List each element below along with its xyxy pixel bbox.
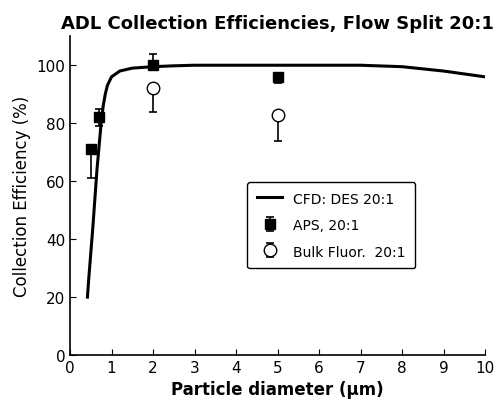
CFD: DES 20:1: (0.45, 26): DES 20:1: (0.45, 26) — [86, 278, 91, 282]
CFD: DES 20:1: (1.5, 99): DES 20:1: (1.5, 99) — [129, 66, 135, 71]
CFD: DES 20:1: (0.6, 54): DES 20:1: (0.6, 54) — [92, 197, 98, 202]
Title: ADL Collection Efficiencies, Flow Split 20:1: ADL Collection Efficiencies, Flow Split … — [61, 15, 494, 33]
CFD: DES 20:1: (0.85, 90): DES 20:1: (0.85, 90) — [102, 93, 108, 97]
X-axis label: Particle diameter (μm): Particle diameter (μm) — [171, 380, 384, 399]
CFD: DES 20:1: (6, 100): DES 20:1: (6, 100) — [316, 64, 322, 69]
CFD: DES 20:1: (3, 100): DES 20:1: (3, 100) — [192, 64, 198, 69]
CFD: DES 20:1: (0.42, 20): DES 20:1: (0.42, 20) — [84, 295, 90, 300]
CFD: DES 20:1: (1, 96): DES 20:1: (1, 96) — [108, 75, 114, 80]
CFD: DES 20:1: (2, 99.5): DES 20:1: (2, 99.5) — [150, 65, 156, 70]
CFD: DES 20:1: (0.9, 93): DES 20:1: (0.9, 93) — [104, 84, 110, 89]
CFD: DES 20:1: (4, 100): DES 20:1: (4, 100) — [233, 64, 239, 69]
CFD: DES 20:1: (1.2, 98): DES 20:1: (1.2, 98) — [117, 69, 123, 74]
CFD: DES 20:1: (0.8, 86): DES 20:1: (0.8, 86) — [100, 104, 106, 109]
CFD: DES 20:1: (0.75, 80): DES 20:1: (0.75, 80) — [98, 121, 104, 126]
CFD: DES 20:1: (0.7, 72): DES 20:1: (0.7, 72) — [96, 145, 102, 150]
CFD: DES 20:1: (0.5, 35): DES 20:1: (0.5, 35) — [88, 252, 94, 256]
Y-axis label: Collection Efficiency (%): Collection Efficiency (%) — [12, 96, 30, 297]
CFD: DES 20:1: (2.5, 99.8): DES 20:1: (2.5, 99.8) — [171, 64, 177, 69]
Legend: CFD: DES 20:1, APS, 20:1, Bulk Fluor.  20:1: CFD: DES 20:1, APS, 20:1, Bulk Fluor. 20… — [248, 183, 416, 269]
CFD: DES 20:1: (10, 96): DES 20:1: (10, 96) — [482, 75, 488, 80]
Line: CFD: DES 20:1: CFD: DES 20:1 — [88, 66, 485, 297]
CFD: DES 20:1: (8, 99.5): DES 20:1: (8, 99.5) — [399, 65, 405, 70]
CFD: DES 20:1: (5, 100): DES 20:1: (5, 100) — [274, 64, 280, 69]
CFD: DES 20:1: (9, 98): DES 20:1: (9, 98) — [440, 69, 446, 74]
CFD: DES 20:1: (0.65, 64): DES 20:1: (0.65, 64) — [94, 168, 100, 173]
CFD: DES 20:1: (0.55, 44): DES 20:1: (0.55, 44) — [90, 225, 96, 230]
CFD: DES 20:1: (7, 100): DES 20:1: (7, 100) — [358, 64, 364, 69]
